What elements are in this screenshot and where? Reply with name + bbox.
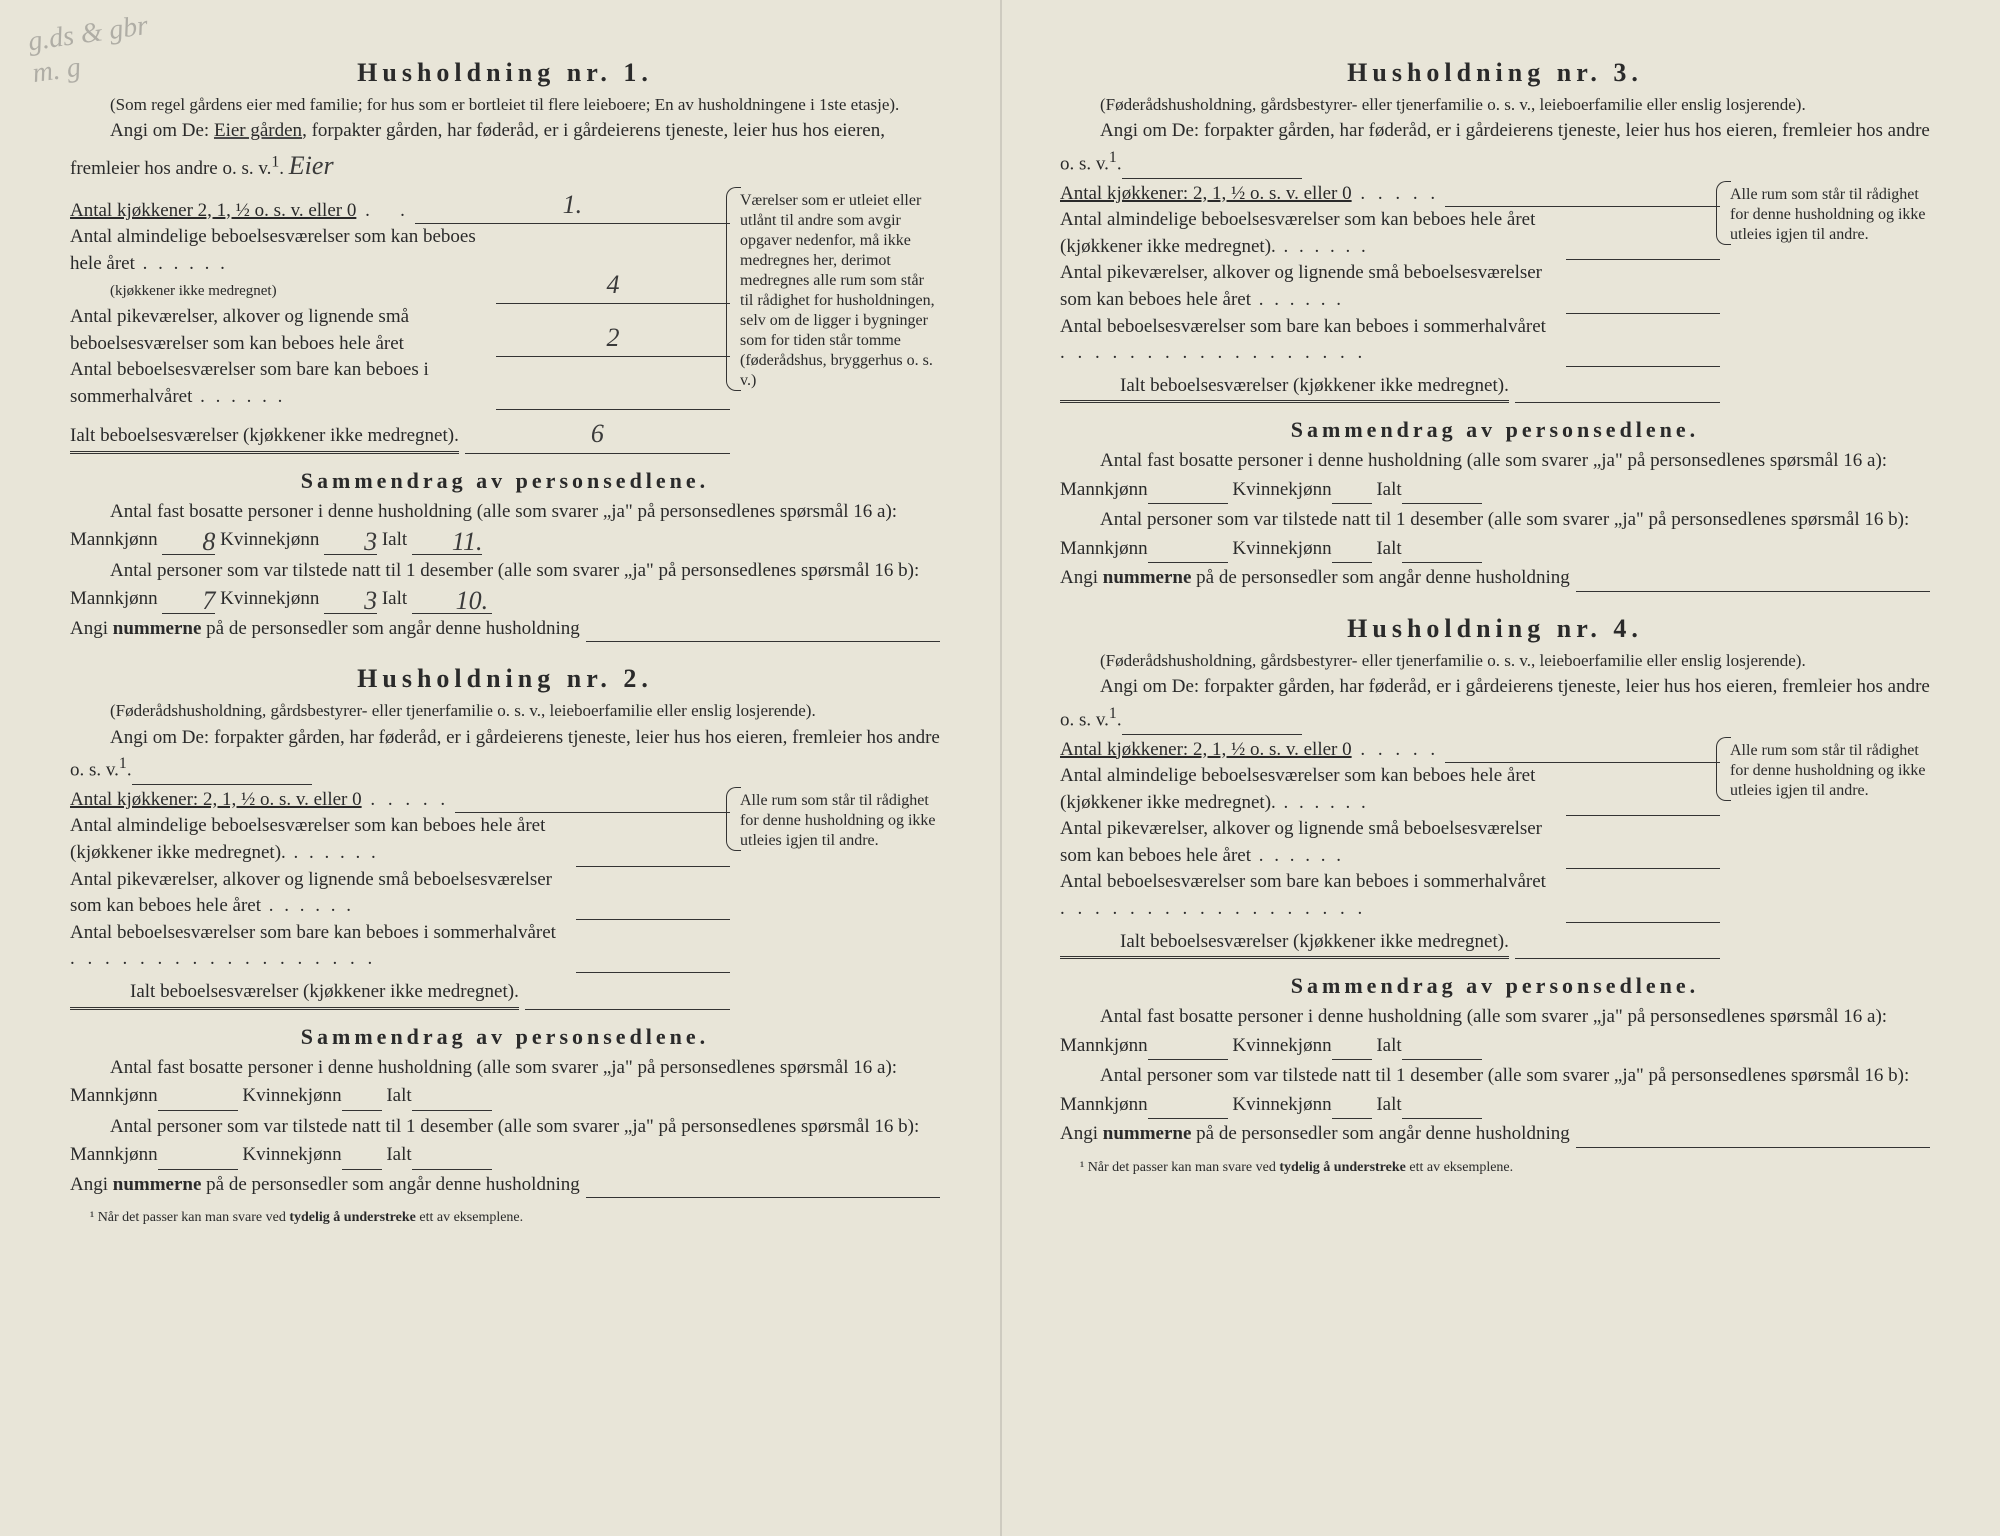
h1-a-pike: 2 <box>496 320 730 357</box>
h3-angi: Angi om De: forpakter gården, har føderå… <box>1060 117 1930 178</box>
h4-sammendrag-title: Sammendrag av personsedlene. <box>1060 973 1930 999</box>
right-footnote: ¹ Når det passer kan man svare ved tydel… <box>1060 1160 1930 1176</box>
h2-sidenote: Alle rum som står til rådighet for denne… <box>740 787 940 851</box>
h1-q-total: Ialt beboelsesværelser (kjøkkener ikke m… <box>70 416 730 453</box>
h1-s2-m: 7 <box>162 589 215 613</box>
h2-questions-row: Antal kjøkkener: 2, 1, ½ o. s. v. eller … <box>70 787 940 1010</box>
h1-s2: Antal personer som var tilstede natt til… <box>70 557 940 614</box>
h1-angi: Angi om De: Eier gården, forpakter gårde… <box>70 117 940 185</box>
angi-prefix: Angi om De: <box>110 120 209 141</box>
h4-angi: Angi om De: forpakter gården, har føderå… <box>1060 673 1930 734</box>
h2-angi: Angi om De: forpakter gården, har føderå… <box>70 724 940 785</box>
h4-subtitle: (Føderådshusholdning, gårdsbestyrer- ell… <box>1060 650 1930 671</box>
h3-subtitle: (Føderådshusholdning, gårdsbestyrer- ell… <box>1060 94 1930 115</box>
h1-nummerne: Angi nummerne på de personsedler som ang… <box>70 616 940 643</box>
h3-s2: Antal personer som var tilstede natt til… <box>1060 506 1930 563</box>
h1-s2-i: 10. <box>412 589 492 613</box>
h3-nummerne: Angi nummerne på de personsedler som ang… <box>1060 565 1930 592</box>
h3-s1: Antal fast bosatte personer i denne hush… <box>1060 447 1930 504</box>
h3-questions-row: Antal kjøkkener: 2, 1, ½ o. s. v. eller … <box>1060 181 1930 404</box>
h2-s1: Antal fast bosatte personer i denne hush… <box>70 1054 940 1111</box>
h2-nummerne: Angi nummerne på de personsedler som ang… <box>70 1172 940 1199</box>
h2-title: Husholdning nr. 2. <box>70 664 940 694</box>
h1-s2-k: 3 <box>324 589 377 613</box>
h1-questions-row: Antal kjøkkener 2, 1, ½ o. s. v. eller 0… <box>70 187 940 454</box>
h1-s1: Antal fast bosatte personer i denne hush… <box>70 498 940 555</box>
h1-q-pike: Antal pikeværelser, alkover og lignende … <box>70 304 730 357</box>
h1-a-rooms: 4 <box>496 267 730 304</box>
h1-s1-i: 11. <box>412 530 483 554</box>
h1-subtitle: (Som regel gårdens eier med familie; for… <box>70 94 940 115</box>
angi-answer: Eier <box>289 151 334 180</box>
h1-s1-k: 3 <box>324 530 377 554</box>
h4-nummerne: Angi nummerne på de personsedler som ang… <box>1060 1121 1930 1148</box>
angi-eier: Eier gården <box>214 120 302 141</box>
h1-sidenote: Værelser som er utleiet eller utlånt til… <box>740 187 940 391</box>
h4-questions-row: Antal kjøkkener: 2, 1, ½ o. s. v. eller … <box>1060 737 1930 960</box>
h3-title: Husholdning nr. 3. <box>1060 58 1930 88</box>
h3-sidenote: Alle rum som står til rådighet for denne… <box>1730 181 1930 245</box>
h1-s1-m: 8 <box>162 530 215 554</box>
h3-sammendrag-title: Sammendrag av personsedlene. <box>1060 417 1930 443</box>
h4-title: Husholdning nr. 4. <box>1060 614 1930 644</box>
h4-sidenote: Alle rum som står til rådighet for denne… <box>1730 737 1930 801</box>
h1-a-total: 6 <box>465 416 730 453</box>
right-page: Husholdning nr. 3. (Føderådshusholdning,… <box>1000 0 2000 1536</box>
h1-a-summer <box>496 388 730 410</box>
h4-s2: Antal personer som var tilstede natt til… <box>1060 1062 1930 1119</box>
h1-a-kitchens: 1. <box>415 187 730 224</box>
h4-s1: Antal fast bosatte personer i denne hush… <box>1060 1003 1930 1060</box>
h1-q-summer: Antal beboelsesværelser som bare kan beb… <box>70 357 730 410</box>
h1-q-rooms: Antal almindelige beboelsesværelser som … <box>70 224 730 304</box>
left-footnote: ¹ Når det passer kan man svare ved tydel… <box>70 1210 940 1226</box>
left-page: Husholdning nr. 1. (Som regel gårdens ei… <box>0 0 1000 1536</box>
h1-q-kitchens: Antal kjøkkener 2, 1, ½ o. s. v. eller 0… <box>70 187 730 224</box>
h2-subtitle: (Føderådshusholdning, gårdsbestyrer- ell… <box>70 700 940 721</box>
h1-sammendrag-title: Sammendrag av personsedlene. <box>70 468 940 494</box>
h2-s2: Antal personer som var tilstede natt til… <box>70 1113 940 1170</box>
h1-title: Husholdning nr. 1. <box>70 58 940 88</box>
h2-sammendrag-title: Sammendrag av personsedlene. <box>70 1024 940 1050</box>
